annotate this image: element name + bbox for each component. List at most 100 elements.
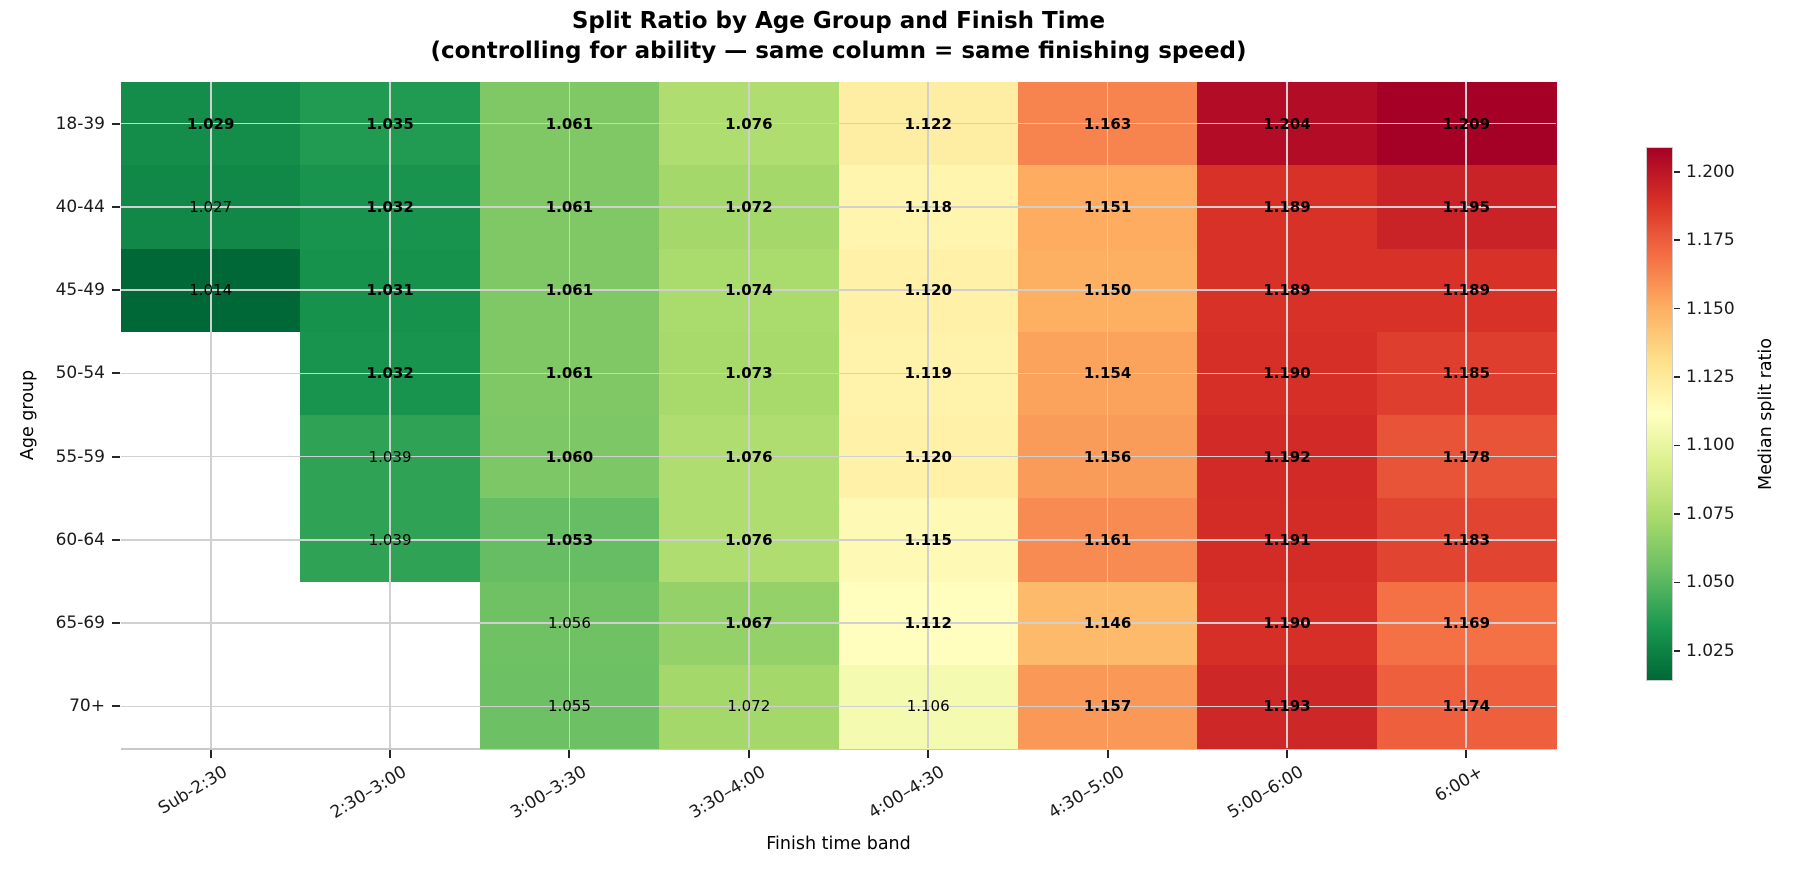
- colorbar-tick: [1674, 170, 1680, 173]
- cell-value: 1.115: [904, 530, 952, 549]
- cell-value: 1.039: [368, 447, 412, 466]
- gridline-horizontal: [121, 455, 1556, 458]
- gridline-horizontal: [121, 372, 1556, 375]
- heatmap-plot-area: 1.029 1.035 1.061 1.076 1.122 1.163 1.204 1.209…: [121, 82, 1557, 749]
- cell-value: 1.154: [1083, 364, 1132, 383]
- gridline-vertical: [747, 82, 750, 748]
- colorbar-tick: [1674, 307, 1680, 310]
- chart-subtitle: (controlling for ability — same column =…: [430, 38, 1247, 64]
- x-axis-spine: [121, 748, 1556, 750]
- cell-value: 1.074: [725, 281, 773, 300]
- cell-value: 1.178: [1442, 447, 1491, 466]
- cell-value: 1.106: [906, 697, 950, 716]
- cell-value: 1.195: [1442, 197, 1491, 216]
- y-tick-label: 40-44: [55, 196, 105, 217]
- y-tick: [112, 622, 120, 625]
- colorbar-tick-label: 1.100: [1686, 435, 1735, 456]
- colorbar-tick: [1674, 376, 1680, 378]
- cell-value: 1.061: [545, 281, 594, 300]
- x-axis-label: Finish time band: [766, 834, 911, 854]
- cell-value: 1.193: [1263, 697, 1311, 716]
- y-tick-label: 60-64: [55, 529, 105, 550]
- y-tick-label: 45-49: [55, 280, 105, 301]
- cell-value: 1.031: [366, 281, 414, 300]
- colorbar-tick-label: 1.150: [1686, 298, 1735, 319]
- cell-value: 1.190: [1263, 364, 1311, 383]
- colorbar-tick-label: 1.200: [1686, 161, 1735, 182]
- cell-value: 1.192: [1263, 447, 1311, 466]
- x-tick-label: 6:00+: [1431, 762, 1487, 807]
- cell-value: 1.120: [904, 281, 952, 300]
- cell-value: 1.060: [545, 447, 594, 466]
- cell-value: 1.027: [189, 197, 233, 216]
- cell-value: 1.118: [904, 197, 952, 216]
- cell-value: 1.032: [366, 197, 414, 216]
- gridline-vertical: [209, 82, 212, 748]
- cell-value: 1.076: [725, 114, 773, 133]
- cell-value: 1.119: [904, 364, 952, 383]
- cell-value: 1.073: [725, 364, 773, 383]
- x-tick: [927, 750, 930, 758]
- cell-value: 1.204: [1263, 114, 1311, 133]
- cell-value: 1.072: [727, 697, 771, 716]
- cell-value: 1.014: [189, 281, 233, 300]
- gridline-horizontal: [121, 622, 1556, 624]
- cell-value: 1.183: [1442, 530, 1491, 549]
- cell-value: 1.067: [725, 614, 773, 633]
- x-tick: [1106, 750, 1109, 758]
- colorbar-tick: [1674, 513, 1680, 515]
- cell-value: 1.209: [1442, 114, 1491, 133]
- x-tick-label: 3:00–3:30: [506, 762, 590, 823]
- x-tick: [389, 750, 392, 758]
- cell-value: 1.053: [545, 530, 594, 549]
- cell-value: 1.169: [1442, 614, 1491, 633]
- gridline-horizontal: [121, 289, 1556, 291]
- cell-value: 1.076: [725, 530, 773, 549]
- x-tick-label: 3:30–4:00: [686, 762, 770, 823]
- cell-value: 1.055: [547, 697, 591, 716]
- colorbar-tick-label: 1.050: [1686, 572, 1735, 593]
- x-tick-label: 2:30–3:00: [327, 762, 411, 823]
- cell-value: 1.157: [1083, 697, 1132, 716]
- y-tick: [112, 538, 120, 541]
- x-tick: [1465, 750, 1468, 758]
- cell-value: 1.061: [545, 114, 594, 133]
- cell-value: 1.189: [1442, 281, 1491, 300]
- cell-value: 1.185: [1442, 364, 1491, 383]
- x-tick: [209, 750, 212, 758]
- cell-value: 1.189: [1263, 197, 1311, 216]
- x-tick: [747, 750, 750, 758]
- cell-value: 1.163: [1083, 114, 1132, 133]
- cell-value: 1.174: [1442, 697, 1491, 716]
- colorbar-tick: [1674, 444, 1680, 447]
- cell-value: 1.146: [1083, 614, 1132, 633]
- x-tick: [1285, 750, 1288, 758]
- gridline-horizontal: [121, 539, 1556, 541]
- y-tick: [112, 705, 120, 708]
- cell-value: 1.072: [725, 197, 773, 216]
- y-tick: [112, 122, 120, 125]
- cell-value: 1.076: [725, 447, 773, 466]
- colorbar-tick-label: 1.025: [1686, 640, 1735, 661]
- cell-value: 1.061: [545, 364, 594, 383]
- y-tick-label: 55-59: [55, 446, 105, 467]
- x-tick: [568, 750, 571, 758]
- title-block: Split Ratio by Age Group and Finish Time…: [121, 6, 1556, 66]
- x-tick-label: 4:00–4:30: [865, 762, 949, 823]
- gridline-vertical: [1465, 82, 1468, 748]
- cell-value: 1.161: [1083, 530, 1132, 549]
- colorbar-label: Median split ratio: [1756, 338, 1776, 490]
- cell-value: 1.056: [547, 614, 591, 633]
- gridline-vertical: [1286, 82, 1288, 748]
- cell-value: 1.120: [904, 447, 952, 466]
- colorbar-tick-label: 1.125: [1686, 367, 1735, 388]
- y-tick: [112, 372, 120, 375]
- cell-value: 1.150: [1083, 281, 1132, 300]
- y-tick-label: 65-69: [55, 613, 105, 634]
- gridline-vertical: [927, 82, 930, 748]
- cell-value: 1.029: [186, 114, 235, 133]
- cell-value: 1.190: [1263, 614, 1311, 633]
- gridline-vertical: [1106, 82, 1109, 748]
- cell-value: 1.156: [1083, 447, 1132, 466]
- gridline-vertical: [568, 82, 571, 748]
